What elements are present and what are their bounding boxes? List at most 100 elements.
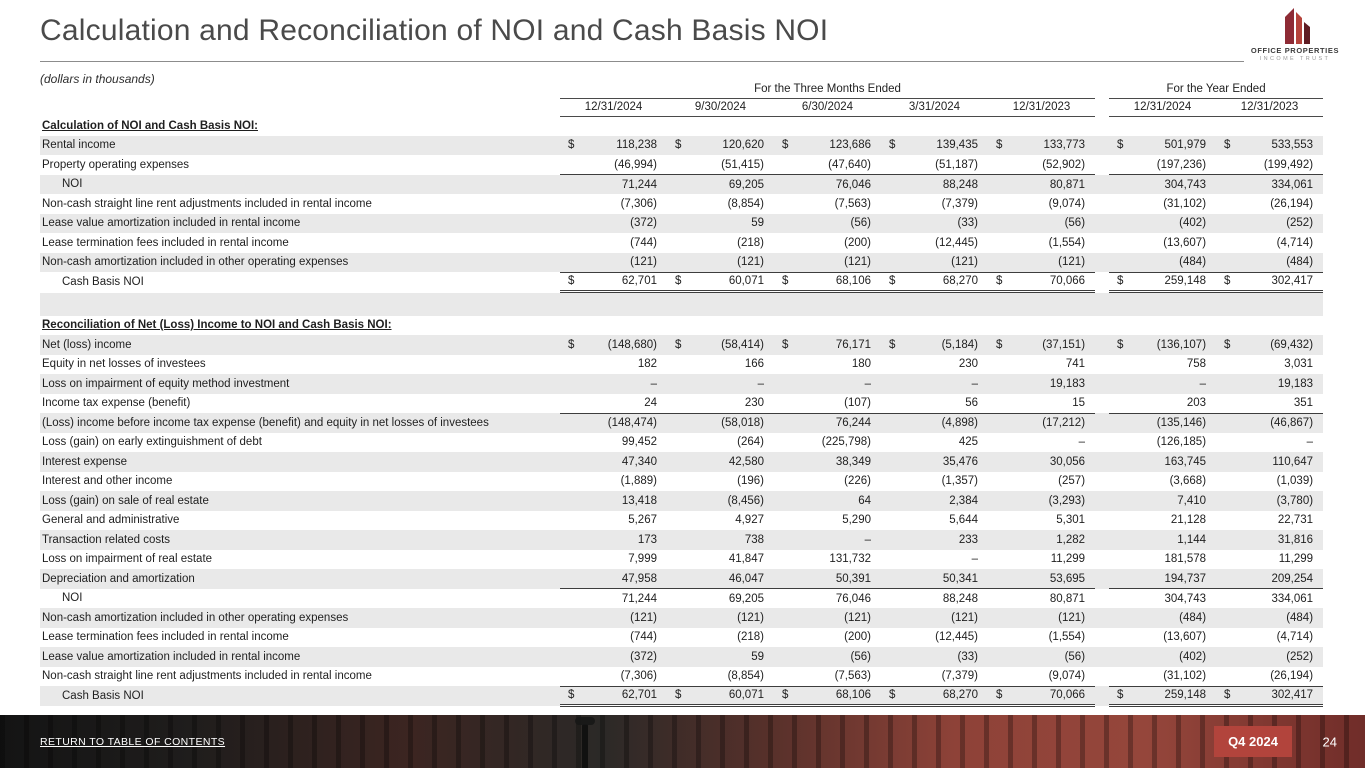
table-row: Cash Basis NOI $62,701 $60,071 $68,106 $68,2… bbox=[40, 272, 1324, 293]
value-cell: (1,357) bbox=[881, 472, 988, 492]
value: (121) bbox=[951, 611, 978, 624]
group-header-row: For the Three Months Ended For the Year … bbox=[40, 80, 1324, 99]
dollar-sign: $ bbox=[568, 338, 575, 351]
value: (51,415) bbox=[721, 158, 764, 171]
value-cell: (7,306) bbox=[560, 666, 667, 687]
value: (218) bbox=[737, 236, 764, 249]
dollar-sign: $ bbox=[1224, 338, 1231, 351]
value: 3,031 bbox=[1284, 358, 1314, 371]
value: (484) bbox=[1286, 611, 1314, 624]
value: 501,979 bbox=[1164, 139, 1207, 152]
value-cell: $68,270 bbox=[881, 272, 988, 293]
table-row: Lease termination fees included in renta… bbox=[40, 233, 1323, 253]
value-cell: (200) bbox=[774, 628, 881, 648]
value: (17,212) bbox=[1042, 417, 1086, 429]
value-cell: $ (37,151) bbox=[988, 335, 1095, 355]
value-cell: (3,668) bbox=[1109, 472, 1216, 492]
column-gap bbox=[1095, 98, 1109, 116]
value-cell: 35,476 bbox=[881, 452, 988, 472]
table-row: Interest and other income (1,889) (196) (22… bbox=[40, 472, 1323, 492]
value: 50,391 bbox=[835, 572, 871, 585]
value-cell: (107) bbox=[774, 393, 881, 414]
value: 194,737 bbox=[1164, 572, 1207, 585]
value-cell: – bbox=[1109, 374, 1216, 394]
value: 738 bbox=[744, 533, 764, 546]
logo-subtitle: INCOME TRUST bbox=[1259, 56, 1331, 62]
value-cell: (121) bbox=[881, 252, 988, 273]
value-cell: – bbox=[1216, 433, 1323, 453]
row-label: Net (loss) income bbox=[42, 338, 132, 351]
value: – bbox=[971, 553, 978, 566]
value: 334,061 bbox=[1271, 178, 1314, 191]
column-gap bbox=[1095, 155, 1109, 175]
value-cell: (121) bbox=[988, 608, 1095, 628]
value: 71,244 bbox=[621, 178, 657, 191]
value: 30,056 bbox=[1049, 455, 1086, 468]
value: 180 bbox=[851, 358, 871, 371]
value-cell: (8,854) bbox=[667, 666, 774, 687]
value-cell: 80,871 bbox=[988, 589, 1095, 609]
value-cell: (8,456) bbox=[667, 491, 774, 511]
value-cell: 1,144 bbox=[1109, 530, 1216, 550]
value-cell: $70,066 bbox=[988, 686, 1096, 707]
value-cell: 47,340 bbox=[560, 452, 667, 472]
value-cell: (1,554) bbox=[988, 628, 1095, 648]
value: 7,999 bbox=[628, 553, 657, 566]
column-gap bbox=[1095, 272, 1109, 292]
value-cell: 5,290 bbox=[774, 511, 881, 531]
lamppost-head-silhouette bbox=[575, 717, 595, 725]
value-cell: (252) bbox=[1216, 647, 1323, 667]
table-row: General and administrative 5,267 4,927 5,29… bbox=[40, 511, 1323, 531]
value: (7,563) bbox=[834, 670, 871, 682]
dollar-sign: $ bbox=[1224, 139, 1231, 152]
value-cell: 166 bbox=[667, 355, 774, 375]
dollar-sign: $ bbox=[889, 338, 896, 351]
footer-photo bbox=[0, 715, 1365, 768]
value-cell: 173 bbox=[560, 530, 667, 550]
value: (200) bbox=[844, 236, 871, 249]
value: 69,205 bbox=[728, 178, 764, 191]
value: (226) bbox=[844, 475, 871, 488]
row-label: Transaction related costs bbox=[42, 533, 171, 546]
section-heading: Reconciliation of Net (Loss) Income to N… bbox=[42, 319, 392, 332]
value: (744) bbox=[630, 236, 657, 249]
quarter-badge: Q4 2024 bbox=[1214, 726, 1292, 757]
value: 42,580 bbox=[728, 455, 764, 468]
value-cell: (121) bbox=[988, 252, 1096, 273]
value-cell: (58,018) bbox=[667, 413, 774, 433]
value: (56) bbox=[1064, 217, 1086, 230]
value-cell: (252) bbox=[1216, 214, 1323, 234]
value: (372) bbox=[630, 650, 657, 663]
value-cell: (121) bbox=[667, 608, 774, 628]
value: 41,847 bbox=[728, 553, 764, 566]
value-cell: (33) bbox=[881, 214, 988, 234]
value-cell: 59 bbox=[667, 214, 774, 234]
row-label: Non-cash straight line rent adjustments … bbox=[42, 670, 372, 683]
value-cell: 758 bbox=[1109, 355, 1216, 375]
value-cell: – bbox=[881, 374, 988, 394]
value: (121) bbox=[737, 256, 764, 268]
value-cell: 351 bbox=[1216, 393, 1324, 414]
value: 163,745 bbox=[1164, 455, 1207, 468]
table-row: Lease termination fees included in renta… bbox=[40, 628, 1323, 648]
value-cell: (56) bbox=[774, 214, 881, 234]
value-cell: (225,798) bbox=[774, 433, 881, 453]
column-header: 12/31/2024 bbox=[1109, 98, 1217, 117]
dollar-sign: $ bbox=[782, 338, 789, 351]
table-row: Non-cash amortization included in other … bbox=[40, 608, 1324, 628]
value-cell: $259,148 bbox=[1109, 272, 1217, 293]
dollar-sign: $ bbox=[1117, 139, 1124, 152]
row-label: (Loss) income before income tax expense … bbox=[42, 416, 489, 429]
dollar-sign: $ bbox=[1224, 275, 1231, 288]
value: 59 bbox=[751, 217, 764, 230]
value: (484) bbox=[1286, 256, 1314, 268]
return-to-toc-link[interactable]: RETURN TO TABLE OF CONTENTS bbox=[40, 735, 226, 748]
value: 425 bbox=[958, 436, 978, 449]
value: 302,417 bbox=[1271, 689, 1314, 702]
three-months-group-header: For the Three Months Ended bbox=[560, 80, 1096, 99]
value-cell: (13,607) bbox=[1109, 233, 1216, 253]
value: 131,732 bbox=[829, 553, 871, 566]
value: (218) bbox=[737, 631, 764, 644]
value: 68,270 bbox=[942, 275, 978, 288]
value: 69,205 bbox=[728, 592, 764, 605]
